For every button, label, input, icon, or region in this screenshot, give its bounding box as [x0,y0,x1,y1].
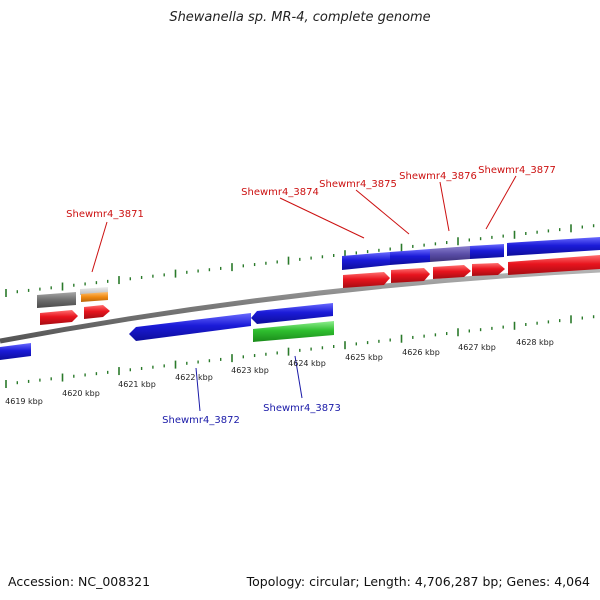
gene-feature-shewmr4-3872 [129,313,251,341]
scale-label: 4623 kbp [231,366,269,375]
scale-label: 4626 kbp [402,348,440,357]
gene-feature-red-3 [343,272,390,288]
scale-label: 4621 kbp [118,380,156,389]
leader-line [439,181,450,232]
gene-feature-blue-left-edge [0,343,31,360]
scale-label: 4625 kbp [345,353,383,362]
gene-feature-red-4 [391,268,430,283]
gene-feature-blue-right [507,237,600,256]
gene-label-shewmr4-3877: Shewmr4_3877 [478,165,556,176]
gene-labels: Shewmr4_3871 Shewmr4_3872 Shewmr4_3873 S… [66,165,556,426]
leader-line [279,197,365,239]
gene-label-shewmr4-3872: Shewmr4_3872 [162,415,240,426]
gene-label-shewmr4-3875: Shewmr4_3875 [319,179,397,190]
map-title: Shewanella sp. MR-4, complete genome [169,10,431,25]
gene-feature-red-2 [84,305,110,319]
leader-line [485,175,517,230]
scale-label: 4620 kbp [62,389,100,398]
gene-feature-shewmr4-3874 [342,252,390,270]
scale-label: 4619 kbp [5,397,43,406]
genome-backbone [0,267,600,344]
gene-features [0,237,600,360]
scale-labels: 4619 kbp 4620 kbp 4621 kbp 4622 kbp 4623… [5,338,554,406]
leader-line [294,355,303,399]
leader-line [195,367,201,412]
accession-text: Accession: NC_008321 [8,574,151,589]
scale-label: 4627 kbp [458,343,496,352]
tick-marks [5,224,595,388]
gene-label-shewmr4-3874: Shewmr4_3874 [241,187,319,198]
gene-feature-shewmr4-3877 [470,244,504,259]
gene-feature-red-6 [472,263,505,276]
scale-label: 4622 kbp [175,373,213,382]
gene-feature-gray [37,292,76,308]
scale-label: 4624 kbp [288,359,326,368]
gene-label-shewmr4-3876: Shewmr4_3876 [399,171,477,182]
gene-label-shewmr4-3871: Shewmr4_3871 [66,209,144,220]
gene-feature-shewmr4-3876 [430,246,470,262]
gene-feature-shewmr4-3875 [390,249,430,265]
scale-label: 4628 kbp [516,338,554,347]
gene-feature-shewmr4-3873 [253,321,334,342]
label-leader-lines [91,175,517,412]
gene-feature-red-7 [508,255,600,275]
gene-feature-red-1 [40,310,78,325]
leader-line [355,189,410,235]
gene-feature-orange [81,292,108,302]
gene-feature-red-5 [433,265,471,279]
gene-feature-blue-mid [251,303,333,324]
leader-line [91,221,108,273]
gene-label-shewmr4-3873: Shewmr4_3873 [263,403,341,414]
topology-summary: Topology: circular; Length: 4,706,287 bp… [246,574,590,589]
